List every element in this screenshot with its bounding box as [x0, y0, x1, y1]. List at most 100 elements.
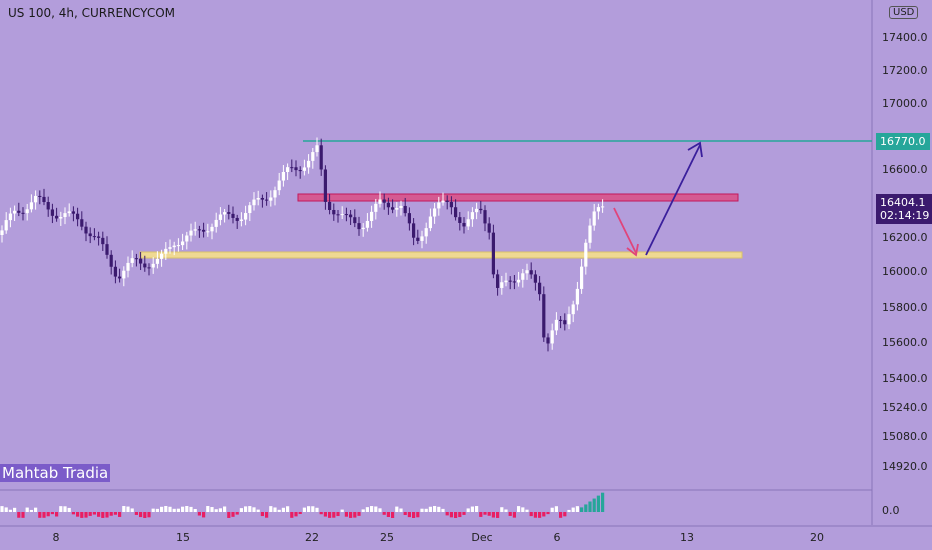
candle [214, 219, 218, 227]
candle [403, 205, 407, 214]
histogram-bar [239, 508, 243, 512]
candle [88, 233, 92, 237]
histogram-bar [256, 509, 260, 512]
histogram-bar [538, 512, 542, 518]
histogram-bar [168, 506, 172, 512]
price-label: 15800.0 [882, 301, 928, 314]
candle [63, 213, 67, 218]
histogram-bar [151, 508, 155, 512]
price-label: 15080.0 [882, 430, 928, 443]
candle [55, 215, 59, 219]
current-price-tag: 16404.1 02:14:19 [876, 194, 932, 224]
candle [71, 211, 75, 214]
histogram-bar [13, 507, 17, 512]
candle [470, 212, 474, 220]
histogram-bar [311, 506, 315, 512]
candle [449, 201, 453, 208]
candle [357, 223, 361, 230]
histogram-bar [319, 512, 323, 515]
histogram-bar [50, 512, 54, 515]
candle [458, 217, 462, 223]
candle [512, 281, 516, 283]
histogram-bar [235, 512, 239, 515]
currency-badge[interactable]: USD [889, 6, 919, 19]
histogram-bar [365, 507, 369, 512]
candle [466, 219, 470, 227]
histogram-bar [290, 512, 294, 518]
target-price-tag: 16770.0 [876, 133, 930, 150]
histogram-bar [521, 507, 525, 512]
candle [496, 274, 500, 288]
candle [168, 247, 172, 249]
candle [256, 197, 260, 200]
candle [269, 197, 273, 201]
candle [504, 280, 508, 283]
candle [172, 245, 176, 248]
histogram-bar [206, 506, 210, 512]
histogram-bar [315, 507, 319, 512]
histogram-bar [336, 512, 340, 517]
histogram-bar [214, 509, 218, 512]
histogram-bar [42, 512, 46, 518]
histogram-bar [252, 507, 256, 512]
candle [529, 270, 533, 275]
histogram-bar [407, 512, 411, 518]
candle [248, 205, 252, 214]
candle [395, 207, 399, 210]
candle [281, 172, 285, 181]
resistance-zone[interactable] [297, 193, 739, 202]
candle [416, 237, 420, 241]
time-axis[interactable]: 8 15 22 25 Dec 6 13 20 [0, 527, 872, 550]
candle [92, 236, 96, 238]
histogram-bar [441, 508, 445, 512]
histogram-bar [403, 512, 407, 516]
candle [260, 197, 264, 200]
price-label: 14920.0 [882, 460, 928, 473]
histogram-bar [361, 509, 365, 512]
histogram-bar [67, 507, 71, 512]
histogram-bar [374, 506, 378, 512]
histogram-bar [4, 507, 8, 512]
histogram-bar [525, 509, 529, 512]
arrow-down[interactable] [613, 207, 637, 254]
time-label: 8 [52, 531, 60, 544]
candle [437, 202, 441, 209]
histogram-bar [227, 512, 231, 518]
histogram-bar [286, 506, 290, 512]
candle [113, 266, 117, 277]
candle [575, 288, 579, 305]
histogram-bar [416, 512, 420, 518]
candle [374, 203, 378, 212]
candle [210, 226, 214, 232]
candle [328, 201, 332, 210]
candle [533, 274, 537, 283]
histogram-bar [139, 512, 143, 518]
histogram-bar [391, 512, 395, 518]
histogram-bar [265, 512, 269, 518]
histogram-bar [542, 512, 546, 517]
histogram-bar [46, 512, 50, 517]
histogram-bar [412, 512, 416, 518]
histogram-bar [269, 506, 273, 512]
histogram-bar [554, 506, 558, 512]
time-label: 15 [176, 531, 190, 544]
arrow-up[interactable] [645, 144, 701, 256]
histogram-bar [424, 508, 428, 512]
candle [4, 220, 8, 231]
candle [155, 258, 159, 264]
candle [323, 169, 327, 202]
support-zone[interactable] [139, 251, 743, 259]
histogram-bar [34, 507, 38, 512]
candle [202, 229, 206, 232]
histogram-bar [55, 512, 59, 517]
histogram-bar [512, 512, 516, 518]
candle [399, 205, 403, 208]
histogram-bar [118, 512, 122, 517]
symbol-title[interactable]: US 100, 4h, CURRENCYCOM [8, 6, 176, 20]
histogram-bar [395, 506, 399, 512]
price-axis[interactable]: 17400.0 17200.0 17000.0 16600.0 16200.0 … [872, 0, 932, 525]
histogram-bar [500, 507, 504, 512]
candle [370, 211, 374, 221]
histogram-bar [210, 507, 214, 512]
